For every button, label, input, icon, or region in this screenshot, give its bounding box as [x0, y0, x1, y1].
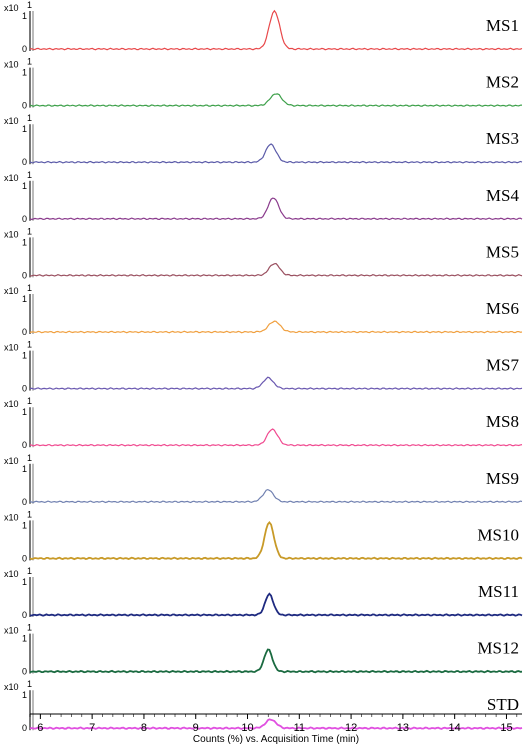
x-tick-label: 8 [141, 722, 147, 734]
y-tick-label: 0 [22, 101, 27, 111]
series-trace-ms11 [29, 592, 523, 617]
y-scale-exponent: 1 [27, 283, 32, 293]
y-tick-label: 0 [22, 723, 27, 733]
series-label: MS2 [486, 73, 519, 92]
y-scale-label: x10 [4, 343, 19, 353]
y-scale-exponent: 1 [27, 57, 32, 67]
series-label: MS10 [477, 525, 519, 544]
y-scale-label: x10 [4, 3, 19, 13]
y-scale-label: x10 [4, 569, 19, 579]
series-label: MS3 [486, 129, 519, 148]
y-tick-label: 1 [22, 577, 27, 587]
y-scale-exponent: 1 [27, 113, 32, 123]
y-scale-label: x10 [4, 512, 19, 522]
series-label: MS9 [486, 469, 519, 488]
x-tick-label: 7 [89, 722, 95, 734]
y-tick-label: 1 [22, 690, 27, 700]
y-scale-exponent: 1 [27, 0, 32, 10]
y-tick-label: 1 [22, 464, 27, 474]
x-tick-label: 15 [500, 722, 512, 734]
series-label: MS5 [486, 242, 519, 261]
x-tick-label: 10 [241, 722, 253, 734]
series-label: MS8 [486, 412, 519, 431]
y-tick-label: 1 [22, 11, 27, 21]
series-trace-ms2 [29, 93, 523, 107]
y-scale-exponent: 1 [27, 679, 32, 689]
y-scale-exponent: 1 [27, 396, 32, 406]
y-tick-label: 1 [22, 68, 27, 78]
y-tick-label: 0 [22, 667, 27, 677]
series-trace-ms6 [29, 320, 523, 334]
y-tick-label: 0 [22, 327, 27, 337]
y-tick-label: 0 [22, 270, 27, 280]
y-tick-label: 0 [22, 610, 27, 620]
y-tick-label: 0 [22, 44, 27, 54]
y-scale-label: x10 [4, 626, 19, 636]
x-tick-label: 6 [37, 722, 43, 734]
y-tick-label: 0 [22, 384, 27, 394]
series-label: MS4 [486, 186, 520, 205]
series-trace-ms1 [29, 9, 523, 51]
x-tick-label: 11 [294, 722, 305, 734]
y-tick-label: 1 [22, 634, 27, 644]
series-trace-ms10 [29, 520, 523, 561]
y-tick-label: 1 [22, 407, 27, 417]
y-scale-label: x10 [4, 116, 19, 126]
y-tick-label: 0 [22, 157, 27, 167]
x-tick-label: 14 [449, 722, 461, 734]
y-scale-label: x10 [4, 229, 19, 239]
y-scale-exponent: 1 [27, 453, 32, 463]
y-scale-exponent: 1 [27, 566, 32, 576]
series-trace-ms9 [29, 488, 523, 504]
series-label: MS12 [477, 639, 519, 658]
y-scale-label: x10 [4, 173, 19, 183]
y-tick-label: 0 [22, 440, 27, 450]
y-tick-label: 1 [22, 181, 27, 191]
y-tick-label: 1 [22, 294, 27, 304]
series-label: MS1 [486, 16, 519, 35]
series-label: STD [487, 695, 519, 714]
y-scale-exponent: 1 [27, 226, 32, 236]
x-tick-label: 13 [397, 722, 409, 734]
x-axis-title: Counts (%) vs. Acquisition Time (min) [193, 734, 359, 745]
y-tick-label: 0 [22, 497, 27, 507]
y-tick-label: 1 [22, 520, 27, 530]
y-scale-label: x10 [4, 682, 19, 692]
y-scale-exponent: 1 [27, 170, 32, 180]
series-trace-ms3 [29, 143, 523, 164]
y-tick-label: 0 [22, 553, 27, 563]
series-label: MS7 [486, 356, 520, 375]
y-scale-label: x10 [4, 60, 19, 70]
y-tick-label: 1 [22, 237, 27, 247]
series-label: MS6 [486, 299, 519, 318]
y-scale-label: x10 [4, 456, 19, 466]
series-trace-ms8 [29, 428, 523, 447]
x-tick-label: 9 [193, 722, 199, 734]
series-label: MS11 [478, 582, 519, 601]
y-scale-label: x10 [4, 399, 19, 409]
y-scale-exponent: 1 [27, 340, 32, 350]
y-scale-exponent: 1 [27, 509, 32, 519]
series-trace-ms12 [29, 648, 523, 674]
series-trace-std [29, 718, 523, 730]
x-tick-label: 12 [345, 722, 357, 734]
y-scale-label: x10 [4, 286, 19, 296]
y-tick-label: 0 [22, 214, 27, 224]
y-scale-exponent: 1 [27, 623, 32, 633]
y-tick-label: 1 [22, 124, 27, 134]
series-trace-ms5 [29, 262, 523, 277]
series-trace-ms4 [29, 197, 523, 221]
series-trace-ms7 [29, 376, 523, 390]
y-tick-label: 1 [22, 351, 27, 361]
